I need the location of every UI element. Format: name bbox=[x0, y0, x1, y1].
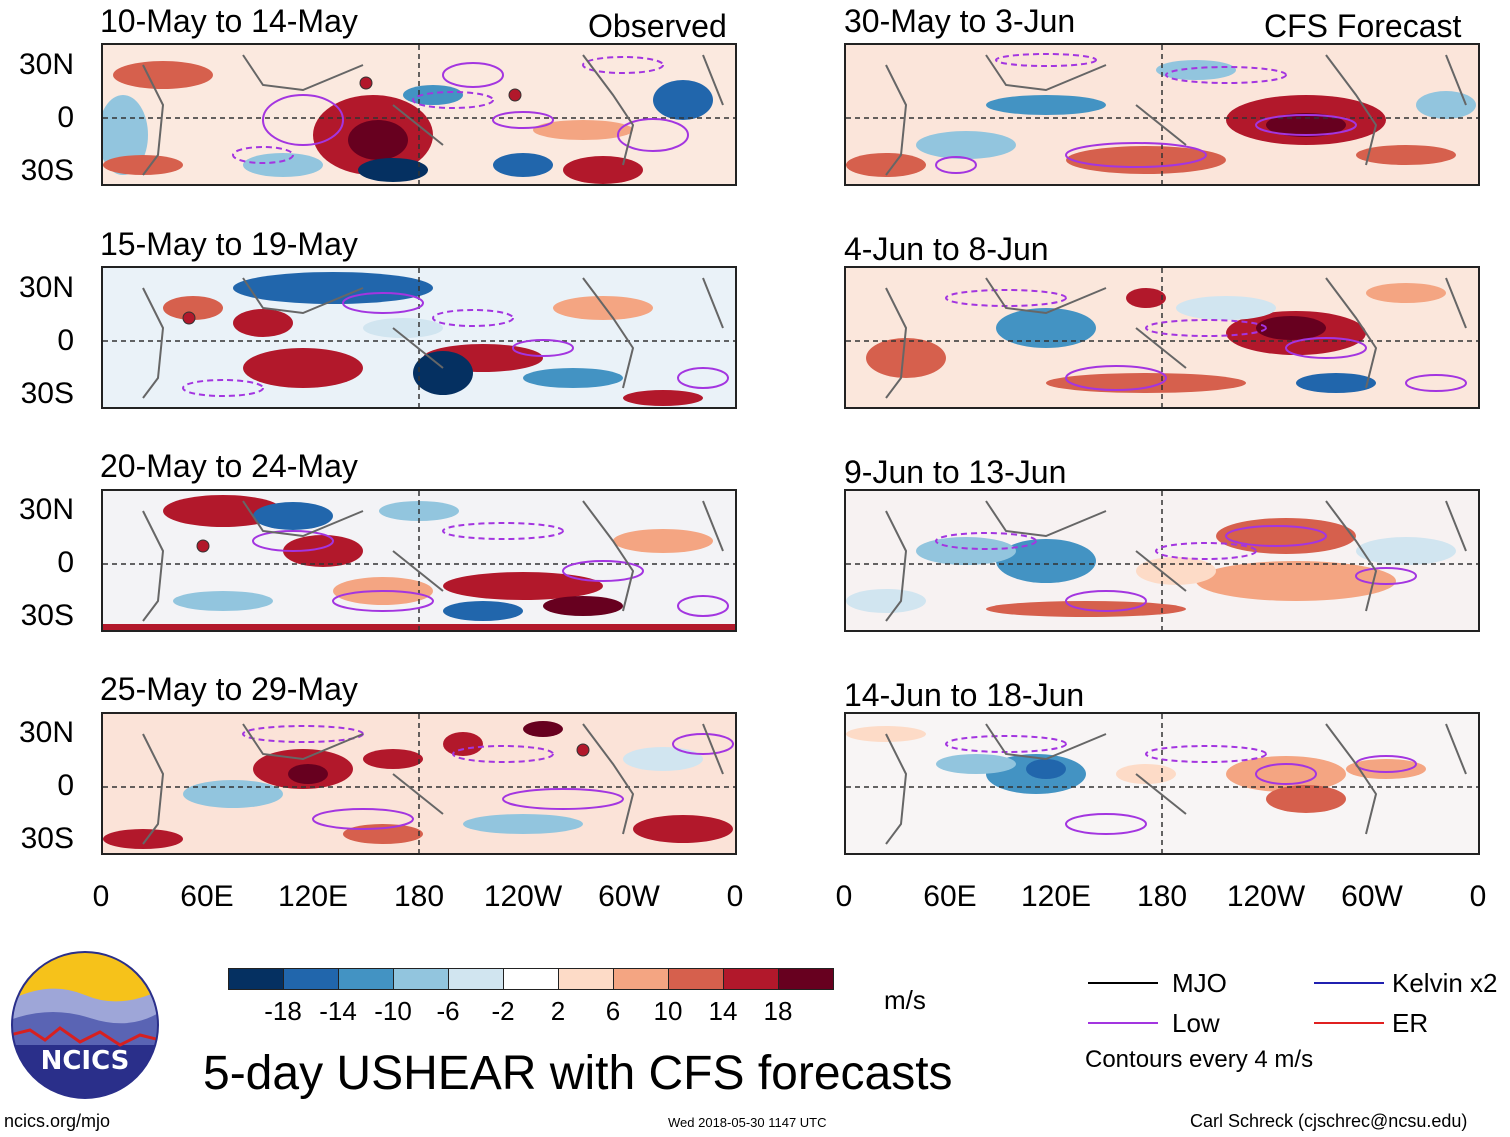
panel-title-left-3: 20-May to 24-May bbox=[100, 448, 358, 484]
logo-text: NCICS bbox=[40, 1046, 130, 1076]
lon-label: 0 bbox=[1469, 880, 1487, 913]
legend-line-er bbox=[1314, 1022, 1384, 1024]
colorbar-tick: 2 bbox=[550, 996, 566, 1026]
map-panel-right-1 bbox=[844, 43, 1480, 186]
map-panel-left-2 bbox=[101, 266, 737, 409]
lat-label-30n: 30N bbox=[18, 716, 74, 749]
legend-line-mjo bbox=[1088, 982, 1158, 984]
units-label: m/s bbox=[884, 985, 926, 1015]
panel-title-left-4: 25-May to 29-May bbox=[100, 671, 358, 707]
colorbar bbox=[228, 968, 834, 992]
lat-label-0: 0 bbox=[57, 324, 74, 357]
ncics-logo: NCICS bbox=[10, 950, 160, 1100]
panel-title-right-3: 9-Jun to 13-Jun bbox=[844, 454, 1067, 490]
lat-label-30s: 30S bbox=[20, 822, 74, 855]
lon-label: 120E bbox=[277, 880, 349, 913]
heatmap-field bbox=[846, 45, 1478, 184]
colorbar-swatch bbox=[283, 968, 339, 990]
cfs-forecast-label: CFS Forecast bbox=[1264, 8, 1462, 44]
heatmap-field bbox=[103, 45, 735, 184]
lon-label: 0 bbox=[726, 880, 744, 913]
panel-title-right-1: 30-May to 3-Jun bbox=[844, 3, 1076, 39]
ncics-logo-icon bbox=[11, 951, 159, 1099]
legend-label-low: Low bbox=[1172, 1008, 1220, 1038]
footer-author: Carl Schreck (cjschrec@ncsu.edu) bbox=[1190, 1111, 1468, 1131]
lat-label-30s: 30S bbox=[20, 599, 74, 632]
colorbar-swatch bbox=[723, 968, 779, 990]
panel-title-left-2: 15-May to 19-May bbox=[100, 226, 358, 262]
colorbar-swatch bbox=[503, 968, 559, 990]
colorbar-tick: 6 bbox=[605, 996, 621, 1026]
figure-title: 5-day USHEAR with CFS forecasts bbox=[203, 1047, 953, 1100]
lon-label: 60E bbox=[923, 880, 977, 913]
lat-label-0: 0 bbox=[57, 769, 74, 802]
colorbar-tick: -6 bbox=[436, 996, 460, 1026]
contour-note: Contours every 4 m/s bbox=[1085, 1046, 1314, 1073]
lon-label: 0 bbox=[835, 880, 853, 913]
panel-title-left-1: 10-May to 14-May bbox=[100, 3, 358, 39]
footer-url[interactable]: ncics.org/mjo bbox=[4, 1111, 111, 1131]
lat-label-30n: 30N bbox=[18, 493, 74, 526]
map-panel-left-3 bbox=[101, 489, 737, 632]
legend-line-low bbox=[1088, 1022, 1158, 1024]
heatmap-field bbox=[103, 714, 735, 853]
lon-label: 180 bbox=[393, 880, 445, 913]
lat-label-30s: 30S bbox=[20, 154, 74, 187]
lon-label: 60E bbox=[180, 880, 234, 913]
lon-label: 60W bbox=[598, 880, 660, 913]
lon-label: 0 bbox=[92, 880, 110, 913]
colorbar-swatch bbox=[613, 968, 669, 990]
colorbar-swatch bbox=[448, 968, 504, 990]
lon-label: 180 bbox=[1136, 880, 1188, 913]
colorbar-swatch bbox=[228, 968, 284, 990]
panel-title-right-4: 14-Jun to 18-Jun bbox=[844, 677, 1085, 713]
colorbar-swatch bbox=[393, 968, 449, 990]
colorbar-swatch bbox=[778, 968, 834, 990]
heatmap-field bbox=[846, 268, 1478, 407]
colorbar-tick: -14 bbox=[319, 996, 357, 1026]
map-panel-left-1 bbox=[101, 43, 737, 186]
lon-label: 120W bbox=[1226, 880, 1306, 913]
colorbar-tick: -2 bbox=[491, 996, 515, 1026]
colorbar-swatch bbox=[668, 968, 724, 990]
map-panel-right-3 bbox=[844, 489, 1480, 632]
lon-label: 120W bbox=[483, 880, 563, 913]
heatmap-field bbox=[103, 268, 735, 407]
colorbar-tick: 14 bbox=[708, 996, 738, 1026]
colorbar-swatch bbox=[338, 968, 394, 990]
colorbar-tick: -10 bbox=[374, 996, 412, 1026]
colorbar-swatch bbox=[558, 968, 614, 990]
colorbar-tick: 18 bbox=[763, 996, 793, 1026]
legend-line-kelvin bbox=[1314, 982, 1384, 984]
observed-label: Observed bbox=[588, 8, 727, 44]
legend-label-mjo: MJO bbox=[1172, 968, 1227, 998]
lat-label-30n: 30N bbox=[18, 271, 74, 304]
footer-timestamp: Wed 2018-05-30 1147 UTC bbox=[668, 1115, 827, 1130]
map-panel-right-2 bbox=[844, 266, 1480, 409]
lat-label-30n: 30N bbox=[18, 48, 74, 81]
lon-label: 120E bbox=[1020, 880, 1092, 913]
lat-label-30s: 30S bbox=[20, 377, 74, 410]
panel-title-right-2: 4-Jun to 8-Jun bbox=[844, 231, 1049, 267]
heatmap-field bbox=[846, 491, 1478, 630]
colorbar-tick: 10 bbox=[653, 996, 683, 1026]
map-panel-right-4 bbox=[844, 712, 1480, 855]
lat-label-0: 0 bbox=[57, 101, 74, 134]
lon-label: 60W bbox=[1341, 880, 1403, 913]
heatmap-field bbox=[846, 714, 1478, 853]
legend-label-kelvin: Kelvin x2 bbox=[1392, 968, 1498, 998]
legend-label-er: ER bbox=[1392, 1008, 1429, 1038]
map-panel-left-4 bbox=[101, 712, 737, 855]
lat-label-0: 0 bbox=[57, 546, 74, 579]
heatmap-field bbox=[103, 491, 735, 630]
colorbar-tick: -18 bbox=[264, 996, 302, 1026]
